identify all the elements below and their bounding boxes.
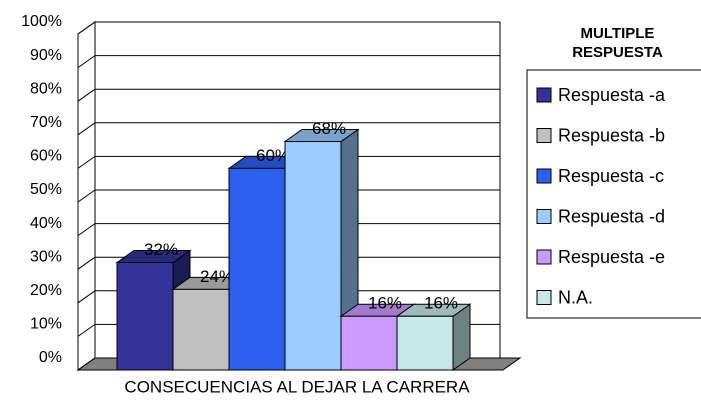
bar bbox=[395, 303, 472, 371]
bar-front bbox=[116, 261, 174, 371]
legend-label: N.A. bbox=[558, 287, 593, 307]
value-label: 32% bbox=[144, 240, 178, 259]
value-label: 60% bbox=[256, 146, 290, 165]
legend-swatch bbox=[536, 209, 552, 224]
y-tick-label: 30% bbox=[30, 248, 62, 265]
legend-label: Respuesta -d bbox=[558, 206, 665, 226]
legend-label: Respuesta -e bbox=[558, 247, 665, 267]
grid-line-side bbox=[77, 290, 96, 304]
value-label: 16% bbox=[368, 294, 402, 313]
y-tick-label: 10% bbox=[30, 316, 62, 333]
y-tick-label: 20% bbox=[30, 282, 62, 299]
y-tick-label: 100% bbox=[21, 13, 62, 30]
bar-front bbox=[284, 141, 342, 371]
value-label: 68% bbox=[312, 119, 346, 138]
bar-front bbox=[396, 315, 454, 371]
y-tick-label: 60% bbox=[30, 148, 62, 165]
y-tick-label: 80% bbox=[30, 80, 62, 97]
legend-swatch bbox=[536, 249, 552, 265]
value-label: 24% bbox=[200, 267, 234, 286]
legend-label: Respuesta -a bbox=[558, 85, 666, 105]
bar-front bbox=[340, 315, 398, 371]
legend-box bbox=[526, 69, 701, 319]
y-tick-label: 0% bbox=[39, 349, 62, 366]
grid-line-side bbox=[77, 323, 96, 337]
legend-swatch bbox=[536, 168, 552, 184]
legend-label: Respuesta -b bbox=[558, 125, 665, 145]
grid-line-side bbox=[77, 88, 96, 102]
value-label: 16% bbox=[424, 294, 458, 313]
legend-label: Respuesta -c bbox=[558, 166, 664, 186]
legend-title: MULTIPLE RESPUESTA bbox=[572, 25, 663, 61]
grid-line-side bbox=[77, 155, 96, 169]
y-tick-label: 40% bbox=[30, 215, 62, 232]
grid-line-side bbox=[77, 21, 96, 35]
grid-line-side bbox=[77, 357, 96, 371]
y-tick-label: 70% bbox=[30, 114, 62, 131]
bar-front bbox=[228, 167, 286, 371]
bar-front bbox=[172, 288, 230, 371]
legend-swatch bbox=[536, 87, 552, 103]
grid-line-side bbox=[77, 256, 96, 270]
y-tick-label: 90% bbox=[30, 47, 62, 64]
legend-swatch bbox=[536, 290, 552, 305]
y-tick-label: 50% bbox=[30, 181, 62, 198]
grid-line-side bbox=[77, 189, 96, 203]
legend-swatch bbox=[536, 128, 552, 143]
grid-line-side bbox=[77, 55, 96, 69]
grid-line-side bbox=[77, 122, 96, 136]
grid-line-side bbox=[77, 223, 96, 237]
x-axis-label: CONSECUENCIAS AL DEJAR LA CARRERA bbox=[124, 377, 470, 396]
